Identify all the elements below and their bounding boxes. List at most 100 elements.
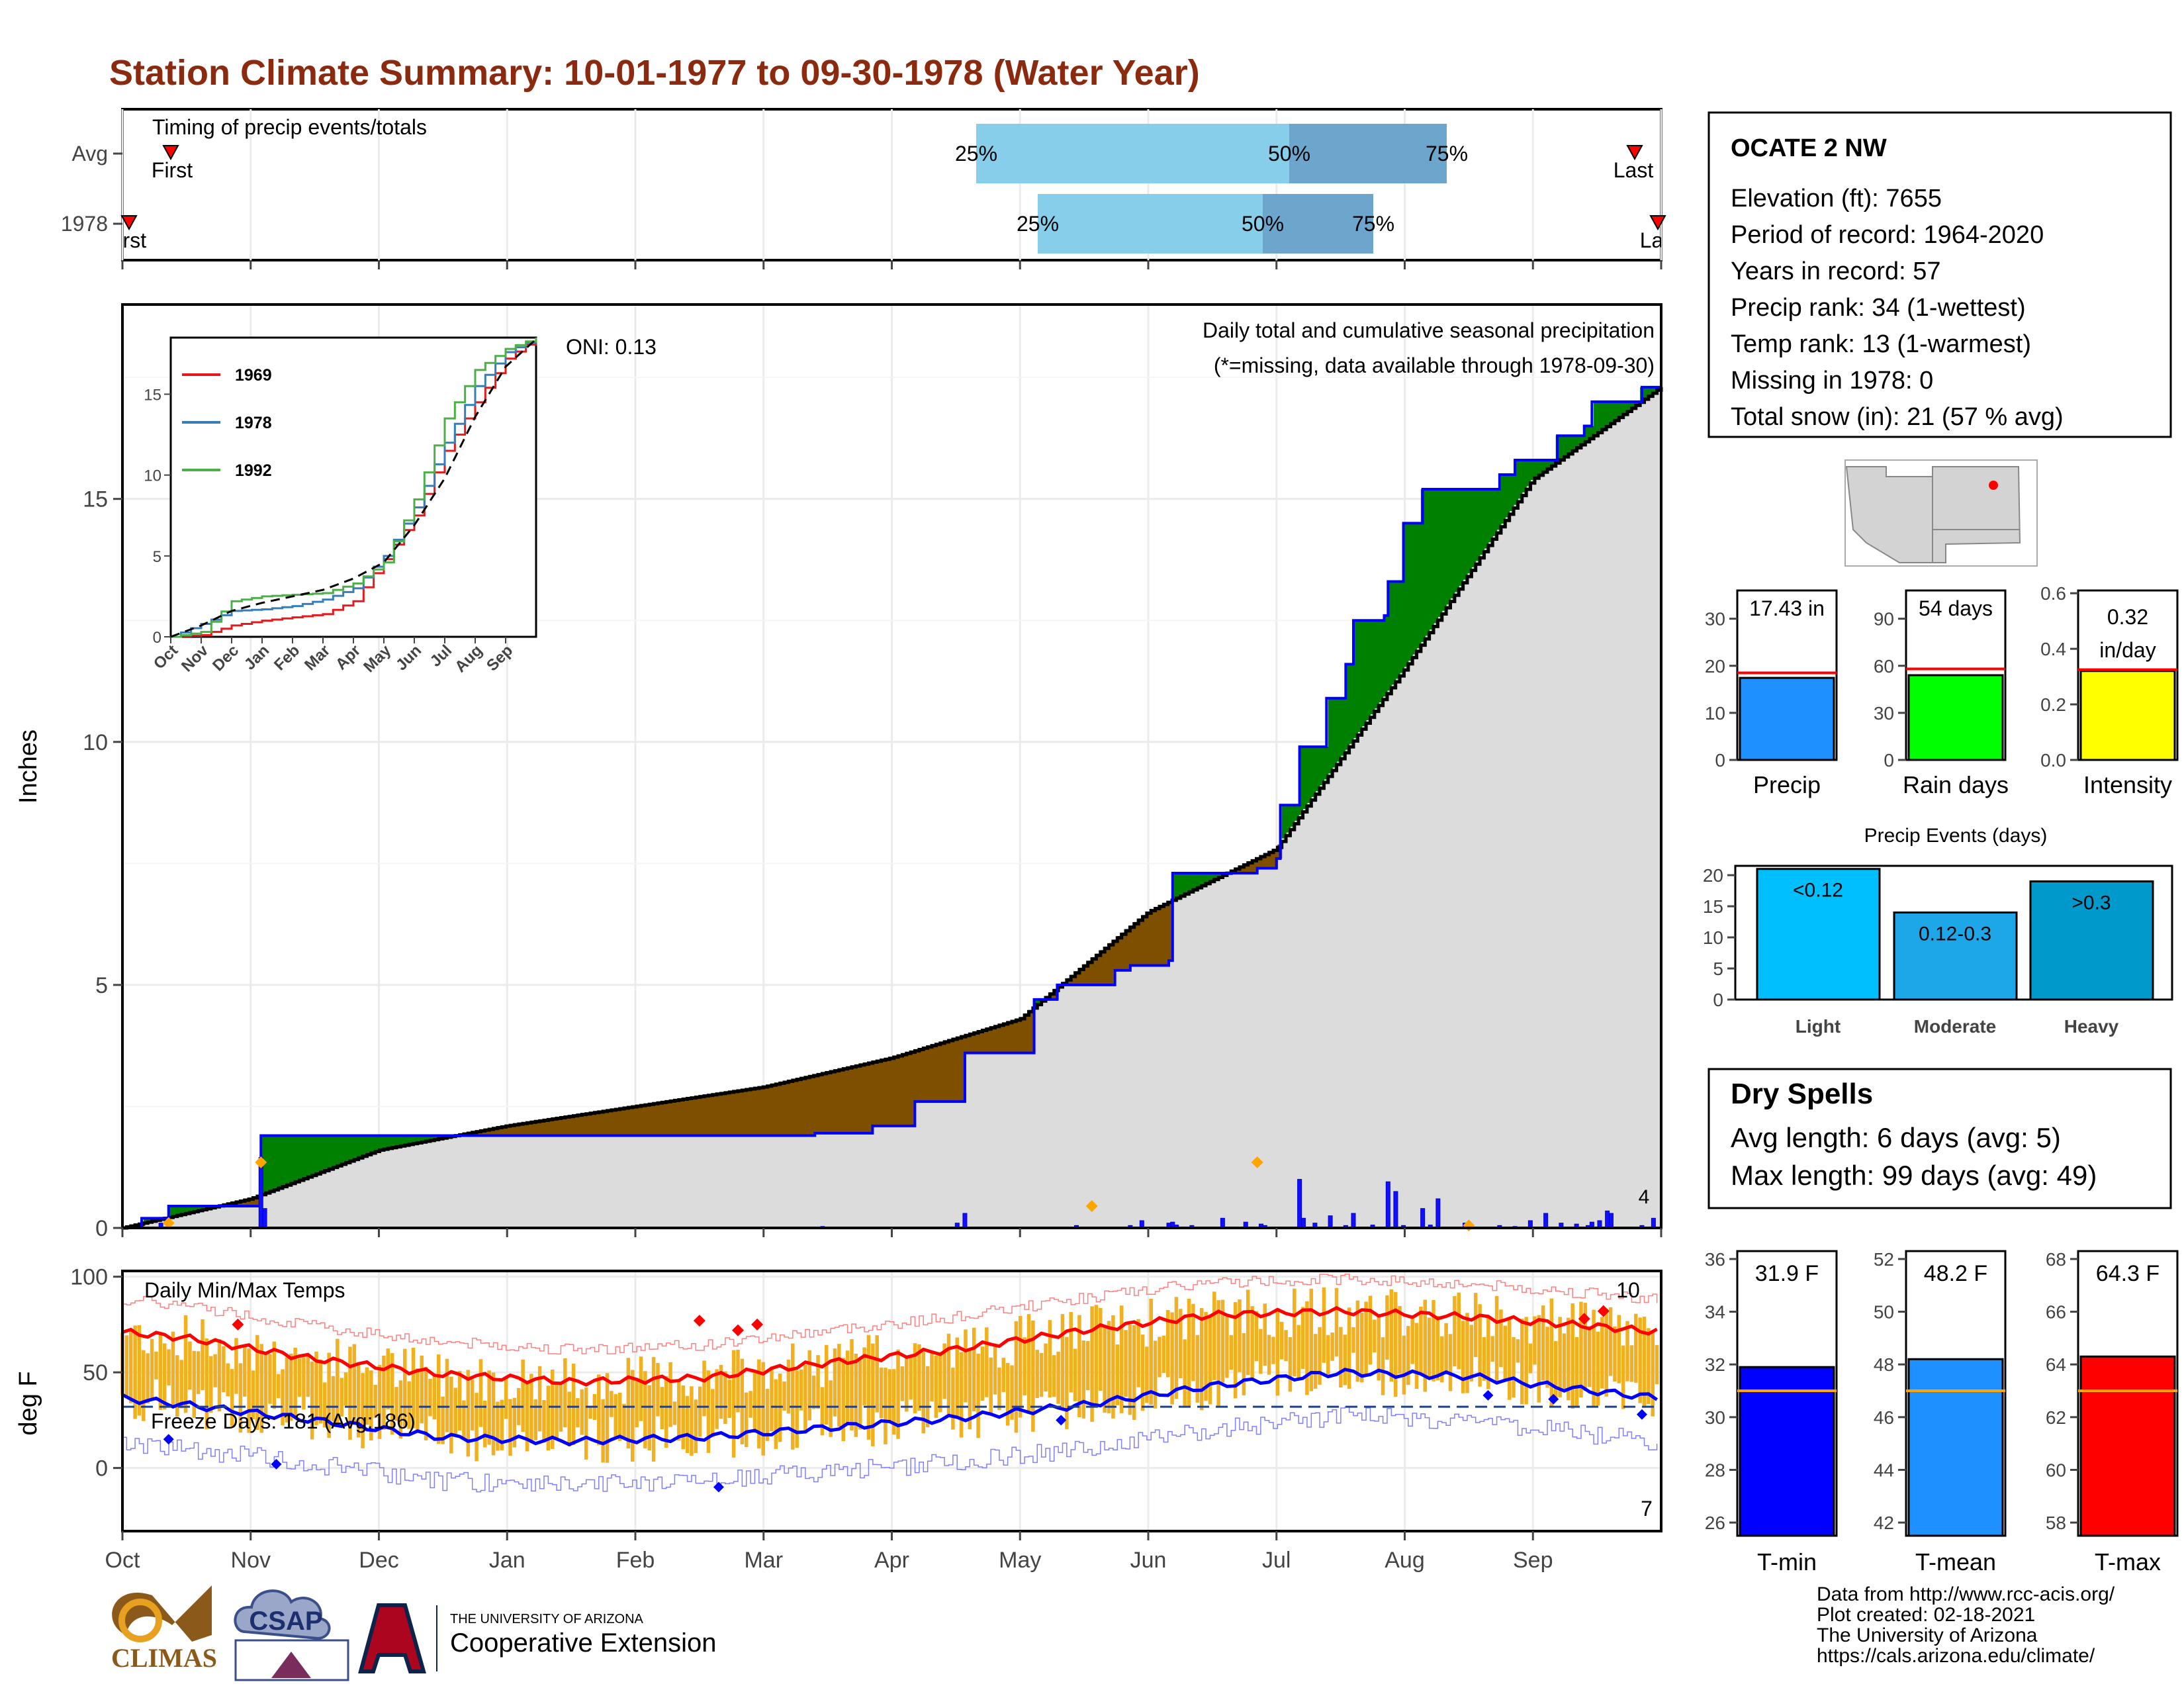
timing-bar-25-50 (1038, 194, 1263, 254)
timing-first-marker (120, 215, 138, 231)
climas-logo-text: CLIMAS (111, 1643, 217, 1673)
temp-bar-tick-label: 28 (1705, 1460, 1725, 1480)
temp-bar-tick-label: 42 (1874, 1513, 1894, 1533)
temp-bar-tick-label: 60 (2046, 1460, 2066, 1480)
ua-logo: THE UNIVERSITY OF ARIZONA Cooperative Ext… (358, 1603, 716, 1673)
timing-bar-50-75 (1289, 124, 1447, 183)
temp-bar-tick-label: 26 (1705, 1513, 1725, 1533)
summary-bar-value-unit: in/day (2099, 638, 2156, 662)
summary-bar-tick-label: 0.6 (2040, 583, 2066, 604)
record-high-marker (751, 1318, 764, 1331)
daily-precip-bar (1435, 1198, 1441, 1229)
record-low-marker (1056, 1415, 1067, 1426)
station-location-dot (1989, 481, 1998, 490)
precip-corner-count: 4 (1639, 1186, 1650, 1208)
temp-bar-tick-label: 44 (1874, 1460, 1894, 1480)
timing-last-label: Last (1614, 158, 1654, 182)
summary-bar-value: 54 days (1919, 596, 1993, 620)
summary-bar-label: Intensity (2083, 771, 2172, 798)
precip-ytick-label: 0 (95, 1216, 108, 1241)
hot-days-count: 10 (1616, 1278, 1640, 1302)
dry-spells-avg: Avg length: 6 days (avg: 5) (1731, 1122, 2061, 1153)
summary-bar-tick-label: 0.0 (2040, 750, 2066, 771)
daily-precip-bar (1300, 1217, 1306, 1229)
month-label: Nov (231, 1548, 271, 1573)
temp-ytick-label: 0 (95, 1456, 108, 1481)
summary-bar-fill (1907, 674, 2004, 761)
temp-bar-tick-label: 32 (1705, 1354, 1725, 1375)
record-high-marker (693, 1315, 705, 1327)
temp-bar-value: 48.2 F (1924, 1261, 1987, 1286)
month-label: May (999, 1548, 1041, 1573)
timing-last-marker (1649, 215, 1666, 231)
csap-mountain (271, 1652, 311, 1678)
daily-precip-bar (1351, 1213, 1356, 1229)
temp-bar-tick-label: 50 (1874, 1302, 1894, 1323)
observed-cumulative-line (122, 381, 1662, 1229)
climas-emblem-ring (118, 1599, 162, 1642)
timing-last-label: Last (1640, 228, 1680, 252)
temp-bar-fill (1739, 1366, 1835, 1537)
temp-ytick-label: 50 (83, 1360, 108, 1385)
avg-tmax-line (122, 1305, 1658, 1387)
precip-ytick-label: 15 (83, 487, 108, 512)
record-low-marker (1636, 1409, 1647, 1420)
summary-bar-value: 17.43 in (1749, 596, 1825, 620)
summary-bar-fill (1739, 677, 1835, 761)
precip-ytick-label: 5 (95, 973, 108, 998)
precip-y-axis-label: Inches (15, 729, 42, 804)
daily-precip-bar (1328, 1215, 1333, 1229)
timing-first-label: First (152, 158, 193, 182)
precip-events-tick-label: 15 (1703, 896, 1723, 917)
timing-p75-label: 75% (1426, 142, 1468, 165)
freeze-days-label: Freeze Days: 181 (Avg:186) (151, 1409, 416, 1433)
month-label: Sep (1513, 1548, 1553, 1573)
precip-events-tick-label: 10 (1703, 927, 1723, 948)
dry-spells-max: Max length: 99 days (avg: 49) (1731, 1160, 2097, 1191)
summary-bar-tick-label: 90 (1874, 609, 1894, 630)
month-label: Jun (1130, 1548, 1167, 1573)
station-info-line: Elevation (ft): 7655 (1731, 185, 1942, 212)
timing-first-marker (162, 145, 179, 161)
csap-cloud (234, 1589, 331, 1640)
precip-panel-note: (*=missing, data available through 1978-… (1214, 353, 1655, 377)
summary-bar-label: Rain days (1903, 771, 2009, 798)
temp-bar-tick-label: 62 (2046, 1407, 2066, 1428)
station-name: OCATE 2 NW (1731, 134, 1887, 162)
precip-event-bar (1893, 911, 2018, 1001)
timing-row-label: Avg (71, 142, 108, 165)
csap-frame (234, 1639, 349, 1681)
daily-precip-bar (1297, 1179, 1302, 1229)
csap-logo: CSAP (234, 1589, 349, 1681)
temp-bar-value: 31.9 F (1755, 1261, 1819, 1286)
climas-logo: CLIMAS (111, 1585, 217, 1673)
summary-bar-value: 0.32 (2107, 605, 2148, 629)
timing-clipped-labels: First Last (122, 228, 1680, 252)
record-low-line (122, 1406, 1658, 1493)
station-info-box (1707, 111, 2172, 438)
record-low-marker (1482, 1389, 1494, 1401)
month-label: Feb (616, 1548, 655, 1573)
daily-precip-bar (1420, 1208, 1426, 1229)
inset-avg-line (170, 338, 537, 638)
daily-precip-bar (1608, 1213, 1614, 1229)
precip-events-title: Precip Events (days) (1864, 825, 2048, 847)
timing-title: Timing of precip events/totals (152, 115, 427, 139)
avg-cumulative-area (122, 387, 1661, 1228)
inset-legend-label: 1978 (235, 414, 272, 432)
temp-bar-fill (2079, 1355, 2176, 1537)
inset-ytick-label: 15 (144, 387, 161, 404)
summary-bar-tick-label: 30 (1705, 609, 1725, 630)
daily-precip-bar (1651, 1217, 1656, 1229)
station-info-line: Period of record: 1964-2020 (1731, 221, 2044, 249)
temp-bar-tick-label: 48 (1874, 1354, 1894, 1375)
temp-bar-label: T-mean (1915, 1548, 1996, 1575)
precip-event-bar (1756, 868, 1881, 1001)
temp-bar-tick-label: 34 (1705, 1302, 1725, 1323)
summary-bar-tick-label: 0 (1715, 750, 1725, 771)
inset-ytick-label: 0 (153, 629, 161, 647)
record-high-marker (1597, 1305, 1610, 1317)
summary-bar-tick-label: 20 (1705, 656, 1725, 677)
temp-panel-title: Daily Min/Max Temps (144, 1278, 345, 1302)
month-label: Mar (744, 1548, 783, 1573)
